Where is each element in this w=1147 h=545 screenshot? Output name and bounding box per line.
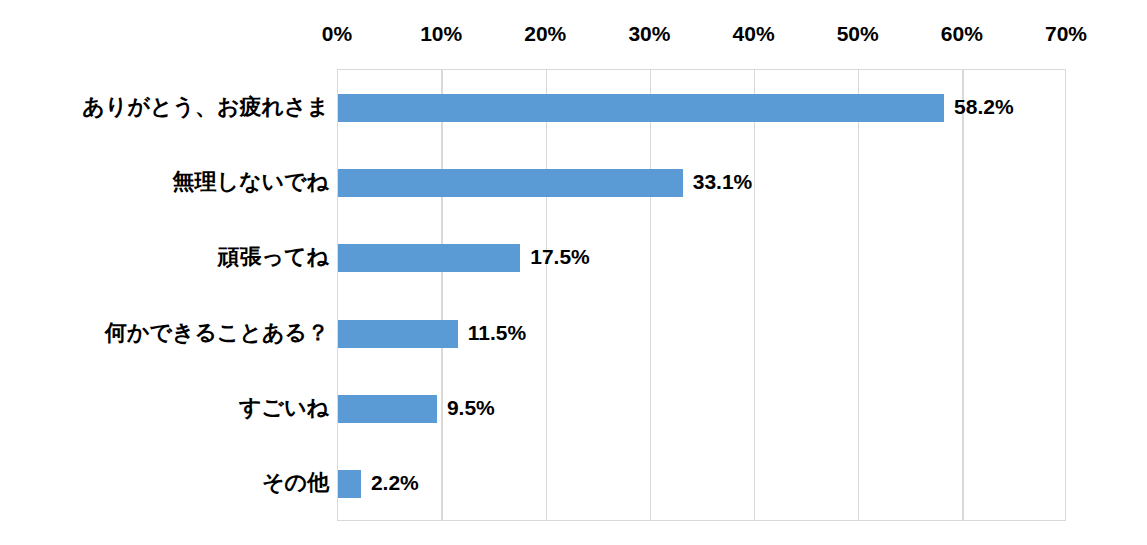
category-label: ありがとう、お疲れさま xyxy=(82,92,329,122)
gridline xyxy=(546,70,548,520)
category-label: 頑張ってね xyxy=(217,242,329,272)
x-tick-label: 0% xyxy=(322,22,352,46)
bar-6 xyxy=(338,470,361,498)
gridline xyxy=(858,70,860,520)
x-tick-label: 30% xyxy=(628,22,670,46)
category-label: 何かできることある？ xyxy=(105,318,329,348)
value-label: 17.5% xyxy=(530,245,590,269)
x-tick-label: 20% xyxy=(524,22,566,46)
x-tick-label: 50% xyxy=(837,22,879,46)
value-label: 9.5% xyxy=(447,396,495,420)
bar-5 xyxy=(338,395,437,423)
category-label: 無理しないでね xyxy=(172,167,329,197)
x-tick-label: 60% xyxy=(941,22,983,46)
value-label: 11.5% xyxy=(468,321,526,345)
category-label: その他 xyxy=(262,468,329,498)
bar-3 xyxy=(338,244,520,272)
bar-4 xyxy=(338,320,458,348)
category-label: すごいね xyxy=(239,393,329,423)
bar-2 xyxy=(338,169,683,197)
bar-1 xyxy=(338,94,944,122)
x-tick-label: 70% xyxy=(1045,22,1087,46)
value-label: 33.1% xyxy=(693,170,753,194)
plot-area xyxy=(337,69,1066,521)
gridline xyxy=(650,70,652,520)
x-tick-label: 40% xyxy=(733,22,775,46)
value-label: 2.2% xyxy=(371,471,419,495)
value-label: 58.2% xyxy=(954,95,1014,119)
x-tick-label: 10% xyxy=(420,22,462,46)
bar-chart: 0% 10% 20% 30% 40% 50% 60% 70% ありがとう、お疲れさま無理しない… xyxy=(0,0,1147,545)
gridline xyxy=(962,70,964,520)
gridline xyxy=(441,70,443,520)
gridline xyxy=(754,70,756,520)
